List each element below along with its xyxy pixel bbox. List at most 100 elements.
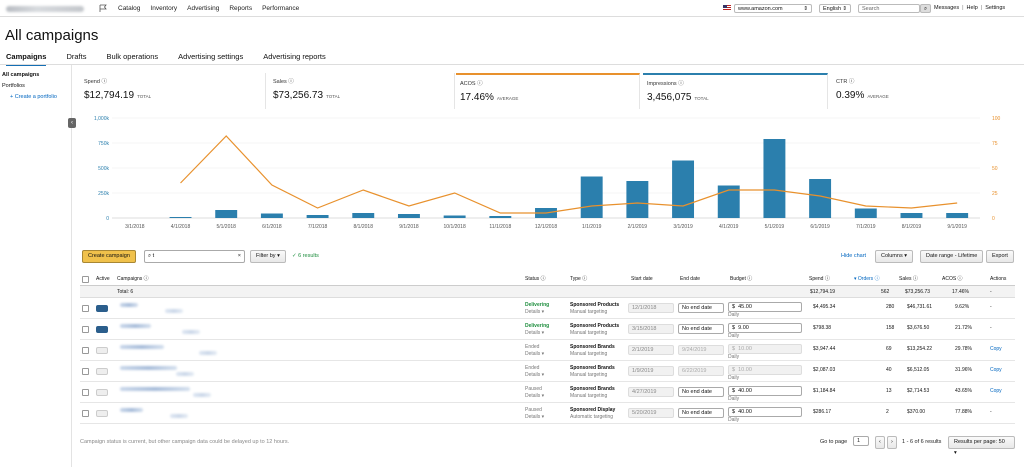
metric-spend[interactable]: Spend ⓘ $12,794.19 TOTAL (80, 73, 266, 109)
tab-bulk-operations[interactable]: Bulk operations (106, 52, 159, 61)
active-toggle[interactable] (96, 305, 108, 312)
acos-cell: 43.65% (955, 388, 972, 394)
details-link[interactable]: Details ▾ (525, 413, 545, 420)
create-portfolio-link[interactable]: + Create a portfolio (10, 94, 57, 100)
details-link[interactable]: Details ▾ (525, 329, 545, 336)
language-select[interactable]: English ⇕ (819, 4, 851, 13)
select-all-checkbox[interactable] (82, 276, 89, 283)
date-range-button[interactable]: Date range - Lifetime (920, 250, 984, 263)
columns-button[interactable]: Columns ▾ (875, 250, 913, 263)
campaign-name-blurred (199, 351, 217, 355)
header-status[interactable]: Status ⓘ (525, 276, 546, 282)
hide-chart-link[interactable]: Hide chart (841, 253, 867, 259)
metric-acos[interactable]: ACOS ⓘ 17.46% AVERAGE (456, 73, 640, 109)
sidebar-item-portfolios[interactable]: Portfolios (2, 83, 25, 89)
action-cell[interactable]: Copy (990, 346, 1002, 352)
budget-input[interactable]: $ 45.00 (728, 302, 802, 312)
nav-advertising[interactable]: Advertising (187, 5, 220, 12)
nav-catalog[interactable]: Catalog (118, 5, 141, 12)
header-orders[interactable]: ▾ Orders ⓘ (854, 276, 880, 282)
help-link[interactable]: Help (966, 5, 978, 11)
active-toggle[interactable] (96, 410, 108, 417)
active-toggle[interactable] (96, 389, 108, 396)
active-toggle[interactable] (96, 347, 108, 354)
details-link[interactable]: Details ▾ (525, 371, 545, 378)
flag-icon[interactable] (98, 4, 108, 13)
prev-page-button[interactable]: ‹ (875, 436, 885, 449)
messages-link[interactable]: Messages (934, 5, 960, 11)
campaign-name-blurred[interactable] (120, 387, 190, 391)
budget-input[interactable]: $ 9.00 (728, 323, 802, 333)
campaign-name-blurred[interactable] (120, 303, 138, 307)
row-checkbox[interactable] (82, 368, 89, 375)
tab-drafts[interactable]: Drafts (66, 52, 87, 61)
total-acos: 17.46% (952, 289, 969, 295)
action-cell: - (990, 409, 992, 415)
chart-bar (352, 213, 375, 218)
tab-advertising-settings[interactable]: Advertising settings (178, 52, 244, 61)
campaign-name-blurred[interactable] (120, 366, 177, 370)
header-acos[interactable]: ACOS ⓘ (942, 276, 963, 282)
account-name-blurred[interactable] (6, 6, 84, 12)
active-toggle[interactable] (96, 326, 108, 333)
header-start-date[interactable]: Start date (631, 276, 653, 282)
header-sales[interactable]: Sales ⓘ (899, 276, 918, 282)
details-link[interactable]: Details ▾ (525, 392, 545, 399)
nav-reports[interactable]: Reports (229, 5, 253, 12)
create-campaign-button[interactable]: Create campaign (82, 250, 136, 263)
row-checkbox[interactable] (82, 305, 89, 312)
sidebar-item-all-campaigns[interactable]: All campaigns (2, 72, 40, 78)
row-checkbox[interactable] (82, 389, 89, 396)
metric-impressions[interactable]: Impressions ⓘ 3,456,075 TOTAL (643, 73, 828, 109)
metrics-row: Spend ⓘ $12,794.19 TOTAL Sales ⓘ $73,256.… (80, 73, 994, 109)
campaign-name-blurred[interactable] (120, 345, 164, 349)
end-date-field[interactable]: No end date (678, 408, 724, 418)
sidebar: All campaigns Portfolios + Create a port… (0, 65, 72, 467)
collapse-sidebar-button[interactable]: ‹ (68, 118, 76, 128)
details-link[interactable]: Details ▾ (525, 308, 545, 315)
orders-cell: 69 (886, 346, 892, 352)
next-page-button[interactable]: › (887, 436, 897, 449)
main-nav: Catalog Inventory Advertising Reports Pe… (118, 5, 299, 12)
active-toggle[interactable] (96, 368, 108, 375)
header-spend[interactable]: Spend ⓘ (809, 276, 830, 282)
budget-input[interactable]: $ 40.00 (728, 407, 802, 417)
search-button[interactable]: ⌕ (920, 4, 931, 13)
details-link[interactable]: Details ▾ (525, 350, 545, 357)
filter-by-button[interactable]: Filter by ▾ (250, 250, 286, 263)
end-date-field[interactable]: No end date (678, 303, 724, 313)
search-input[interactable]: Search (858, 4, 920, 13)
budget-input[interactable]: $ 40.00 (728, 386, 802, 396)
campaign-name-blurred[interactable] (120, 324, 151, 328)
end-date-field[interactable]: No end date (678, 387, 724, 397)
header-campaigns[interactable]: Campaigns ⓘ (117, 276, 149, 282)
marketplace-select[interactable]: www.amazon.com ⇕ (734, 4, 812, 13)
tab-campaigns[interactable]: Campaigns (6, 52, 47, 66)
settings-link[interactable]: Settings (985, 5, 1006, 11)
header-end-date[interactable]: End date (680, 276, 701, 282)
end-date-field[interactable]: No end date (678, 324, 724, 334)
metric-ctr[interactable]: CTR ⓘ 0.39% AVERAGE (832, 73, 994, 109)
tab-advertising-reports[interactable]: Advertising reports (263, 52, 326, 61)
action-cell[interactable]: Copy (990, 367, 1002, 373)
results-per-page-select[interactable]: Results per page: 50 ▾ (948, 436, 1015, 456)
header-active[interactable]: Active (96, 276, 110, 282)
export-button[interactable]: Export (986, 250, 1014, 263)
page-number-input[interactable]: 1 (853, 436, 869, 446)
row-checkbox[interactable] (82, 326, 89, 333)
targeting-text: Automatic targeting (570, 413, 614, 420)
targeting-text: Manual targeting (570, 329, 608, 336)
metric-sales[interactable]: Sales ⓘ $73,256.73 TOTAL (269, 73, 455, 109)
action-cell[interactable]: Copy (990, 388, 1002, 394)
nav-inventory[interactable]: Inventory (150, 5, 178, 12)
header-actions: Actions (990, 276, 1007, 282)
action-cell: - (990, 304, 992, 310)
clear-icon[interactable]: × (237, 253, 241, 259)
nav-performance[interactable]: Performance (262, 5, 300, 12)
row-checkbox[interactable] (82, 410, 89, 417)
row-checkbox[interactable] (82, 347, 89, 354)
header-budget[interactable]: Budget ⓘ (730, 276, 753, 282)
campaign-search-input[interactable]: ⌕ t × (144, 250, 245, 263)
campaign-name-blurred[interactable] (120, 408, 143, 412)
header-type[interactable]: Type ⓘ (570, 276, 588, 282)
